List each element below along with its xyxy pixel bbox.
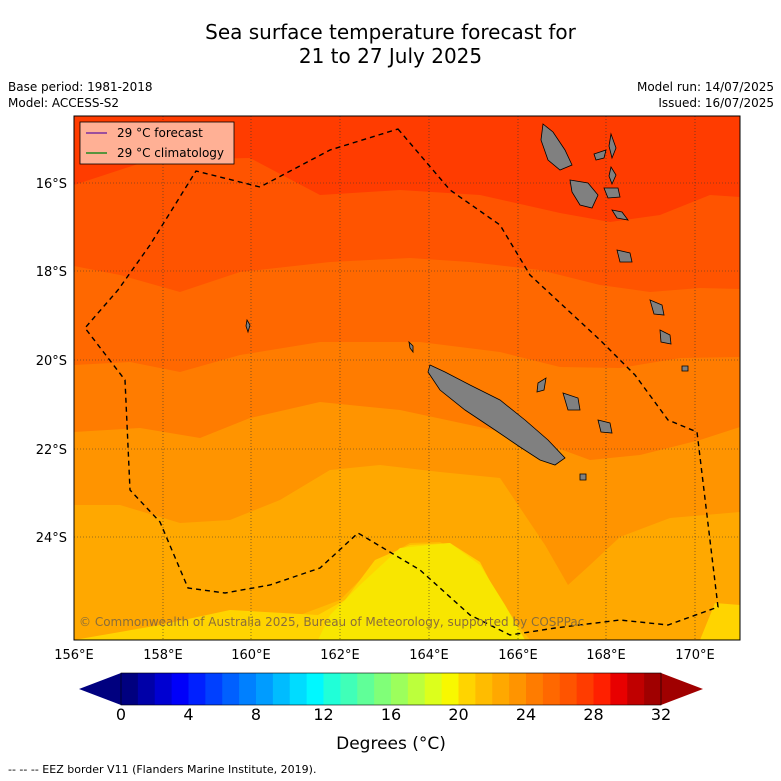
colorbar-tick-12: 12 (313, 705, 333, 724)
lat-tick-24s: 24°S (36, 531, 67, 546)
ouvea-island (536, 377, 547, 393)
colorbar-tick-8: 8 (251, 705, 261, 724)
lon-tick-168e: 168°E (586, 648, 626, 663)
legend-forecast-label: 29 °C forecast (117, 126, 203, 140)
colorbar-tick-0: 0 (116, 705, 126, 724)
colorbar-min-extend (79, 673, 121, 705)
colorbar-cell (526, 673, 544, 705)
lon-tick-158e: 158°E (143, 648, 183, 663)
chesterfield-islands (245, 318, 251, 334)
lat-tick-20s: 20°S (36, 354, 67, 369)
colorbar-tick-28: 28 (583, 705, 603, 724)
colorbar-cell (137, 673, 156, 705)
colorbar-cell (576, 673, 594, 705)
shepherd-islands (611, 209, 629, 221)
belep-islands (408, 340, 414, 354)
colorbar-cell (593, 673, 611, 705)
colorbar-cell (357, 673, 375, 705)
colorbar-cell (188, 673, 206, 705)
copyright-text: © Commonwealth of Australia 2025, Bureau… (79, 615, 584, 629)
colorbar-cell (272, 673, 291, 705)
maewo-island (608, 132, 617, 160)
colorbar-cell (627, 673, 645, 705)
colorbar-cell (374, 673, 392, 705)
colorbar-cell (171, 673, 189, 705)
legend-climatology-label: 29 °C climatology (117, 146, 224, 160)
malakula-island (569, 179, 599, 209)
colorbar-cell (559, 673, 578, 705)
colorbar-cell (509, 673, 527, 705)
colorbar-cell (391, 673, 409, 705)
lon-tick-160e: 160°E (231, 648, 271, 663)
model-label: Model: ACCESS-S2 (8, 96, 120, 110)
colorbar-cell (475, 673, 493, 705)
eez-border (84, 128, 719, 636)
base-period-label: Base period: 1981-2018 (8, 80, 153, 94)
lat-tick-22s: 22°S (36, 443, 67, 458)
colorbar-cell (323, 673, 341, 705)
colorbar-cell (458, 673, 476, 705)
colorbar-cell (256, 673, 274, 705)
colorbar-tick-20: 20 (448, 705, 468, 724)
colorbar-cell (542, 673, 561, 705)
colorbar (79, 672, 703, 706)
chart-title-line1: Sea surface temperature forecast for (205, 20, 576, 44)
lon-tick-170e: 170°E (675, 648, 715, 663)
land (245, 123, 689, 481)
colorbar-cell (222, 673, 240, 705)
issued-label: Issued: 16/07/2025 (658, 96, 774, 110)
map-frame (73, 115, 741, 641)
colorbar-cell (407, 673, 426, 705)
colorbar-cell (154, 673, 173, 705)
pentecost-island (608, 165, 617, 186)
lifou-island (562, 392, 581, 411)
legend-box (79, 121, 235, 165)
model-run-label: Model run: 14/07/2025 (636, 80, 774, 94)
legend: 29 °C forecast 29 °C climatology (79, 121, 235, 165)
mare-island (597, 419, 613, 434)
eez-footnote: -- -- -- EEZ border V11 (Flanders Marine… (8, 763, 317, 776)
colorbar-tick-4: 4 (183, 705, 193, 724)
colorbar-tick-24: 24 (516, 705, 536, 724)
efate-island (616, 249, 633, 263)
colorbar-cell (121, 673, 139, 705)
sst-band-20-21 (318, 543, 525, 640)
colorbar-max-extend (661, 673, 703, 705)
lon-tick-156e: 156°E (54, 648, 94, 663)
lon-tick-166e: 166°E (498, 648, 538, 663)
isle-of-pines (579, 473, 587, 481)
aneityum-island (681, 365, 689, 372)
sst-map: © Commonwealth of Australia 2025, Bureau… (74, 116, 740, 640)
colorbar-cell (340, 673, 358, 705)
new-caledonia-island (427, 364, 566, 466)
tanna-island (659, 329, 672, 345)
lon-tick-162e: 162°E (320, 648, 360, 663)
espiritu-santo-island (540, 123, 573, 171)
lat-tick-16s: 16°S (36, 177, 67, 192)
colorbar-frame (120, 672, 662, 706)
colorbar-cell (492, 673, 510, 705)
lat-tick-18s: 18°S (36, 265, 67, 280)
colorbar-label: Degrees (°C) (336, 734, 446, 754)
chart-title-line2: 21 to 27 July 2025 (298, 44, 483, 68)
graticule (74, 116, 740, 640)
colorbar-tick-16: 16 (381, 705, 401, 724)
colorbar-cell (205, 673, 223, 705)
colorbar-cell (239, 673, 257, 705)
colorbar-cell (289, 673, 308, 705)
lon-tick-164e: 164°E (409, 648, 449, 663)
ambae-island (593, 149, 607, 161)
colorbar-tick-32: 32 (651, 705, 671, 724)
erromango-island (649, 299, 665, 316)
epi-island (603, 187, 621, 199)
colorbar-cell (441, 673, 459, 705)
colorbar-cell (610, 673, 628, 705)
sst-band-21-22-east (700, 603, 740, 640)
colorbar-cell (306, 673, 324, 705)
colorbar-cell (644, 673, 662, 705)
colorbar-cell (424, 673, 443, 705)
